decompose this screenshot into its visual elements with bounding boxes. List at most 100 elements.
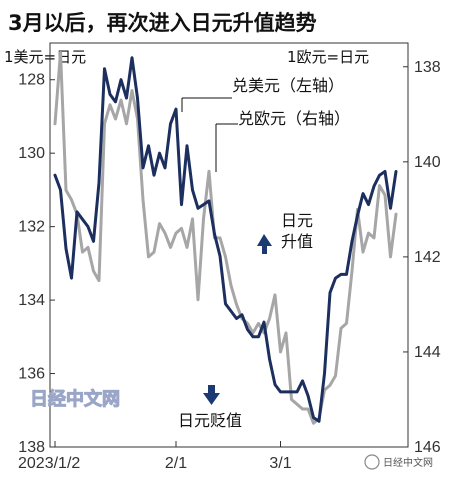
data-point: [367, 203, 370, 206]
data-point: [274, 294, 276, 296]
data-point: [345, 322, 348, 325]
data-point: [334, 374, 337, 377]
data-point: [224, 302, 227, 305]
data-point: [230, 284, 232, 287]
data-point: [384, 170, 386, 173]
data-point: [169, 122, 172, 125]
data-point: [307, 408, 309, 410]
data-point: [59, 51, 62, 54]
data-point: [175, 108, 177, 110]
right-tick-label: 140: [414, 154, 441, 171]
left-tick-label: 130: [18, 145, 45, 162]
data-point: [246, 328, 249, 331]
data-point: [208, 170, 210, 173]
series-usd: [53, 56, 398, 423]
data-point: [373, 237, 375, 239]
data-point: [65, 247, 67, 250]
data-point: [153, 174, 155, 177]
data-point: [351, 240, 353, 243]
data-point: [329, 291, 331, 294]
data-point: [323, 372, 326, 375]
data-point: [395, 170, 397, 173]
data-point: [235, 317, 238, 320]
up-note-line2: 升值: [281, 232, 313, 251]
data-point: [356, 214, 359, 217]
down-note: 日元贬值: [178, 411, 242, 430]
data-point: [213, 233, 216, 235]
data-point: [334, 277, 337, 279]
right-axis-title: 1欧元=日元: [287, 48, 369, 66]
data-point: [389, 207, 392, 210]
data-point: [378, 174, 381, 177]
x-axis: 2023/1/2 2/1 3/1: [18, 441, 292, 472]
data-point: [103, 122, 106, 125]
data-point: [384, 194, 386, 197]
data-point: [125, 97, 128, 99]
data-point: [87, 225, 89, 228]
data-point: [131, 56, 133, 59]
data-point: [362, 251, 364, 254]
data-point: [246, 322, 249, 325]
data-point: [340, 327, 342, 330]
left-tick-label: 134: [18, 292, 45, 309]
data-point: [373, 185, 375, 188]
data-point: [81, 218, 84, 221]
right-tick-label: 138: [414, 59, 441, 76]
data-point: [208, 200, 210, 202]
left-tick-label: 128: [18, 72, 45, 89]
data-point: [395, 213, 397, 216]
data-point: [180, 203, 183, 206]
data-point: [131, 89, 133, 92]
data-point: [70, 277, 73, 279]
data-point: [235, 303, 238, 306]
data-point: [147, 144, 150, 147]
data-point: [252, 335, 254, 338]
up-note-line1: 日元: [281, 211, 313, 230]
data-point: [290, 391, 293, 393]
series-eur: [53, 51, 398, 425]
data-point: [142, 198, 144, 201]
data-point: [87, 246, 89, 249]
data-point: [76, 211, 78, 213]
data-point: [329, 384, 331, 387]
data-point: [301, 380, 304, 382]
data-point: [351, 270, 353, 272]
data-point: [367, 232, 370, 235]
chart-title: 3月以后，再次进入日元升值趋势: [8, 11, 317, 35]
data-point: [197, 207, 199, 210]
annotation-eur: 兑欧元（右轴）: [238, 109, 350, 128]
plot-frame: [49, 42, 409, 448]
data-point: [158, 222, 161, 225]
data-point: [279, 391, 282, 393]
data-point: [136, 97, 139, 99]
x-tick-label: 3/1: [269, 455, 291, 472]
data-point: [109, 93, 111, 96]
x-tick-label: 2023/1/2: [18, 455, 80, 472]
annotation-usd: 兑美元（左轴）: [232, 76, 344, 95]
source-badge: 日经中文网: [383, 456, 433, 469]
data-point: [59, 189, 62, 191]
data-point: [202, 218, 205, 220]
data-point: [318, 420, 320, 423]
data-point: [98, 279, 100, 282]
data-point: [175, 232, 177, 235]
data-point: [268, 358, 271, 360]
data-point: [279, 351, 282, 353]
data-point: [252, 332, 254, 334]
data-point: [191, 189, 194, 191]
data-point: [125, 122, 128, 125]
data-point: [114, 118, 117, 120]
data-point: [103, 67, 106, 70]
data-point: [230, 310, 232, 312]
data-point: [274, 383, 276, 386]
data-point: [296, 403, 298, 406]
data-point: [285, 332, 287, 334]
arrow-up-icon: [257, 234, 272, 254]
data-point: [120, 78, 122, 81]
data-point: [312, 422, 315, 425]
data-point: [158, 152, 161, 155]
data-point: [169, 246, 172, 249]
data-point: [263, 321, 265, 323]
